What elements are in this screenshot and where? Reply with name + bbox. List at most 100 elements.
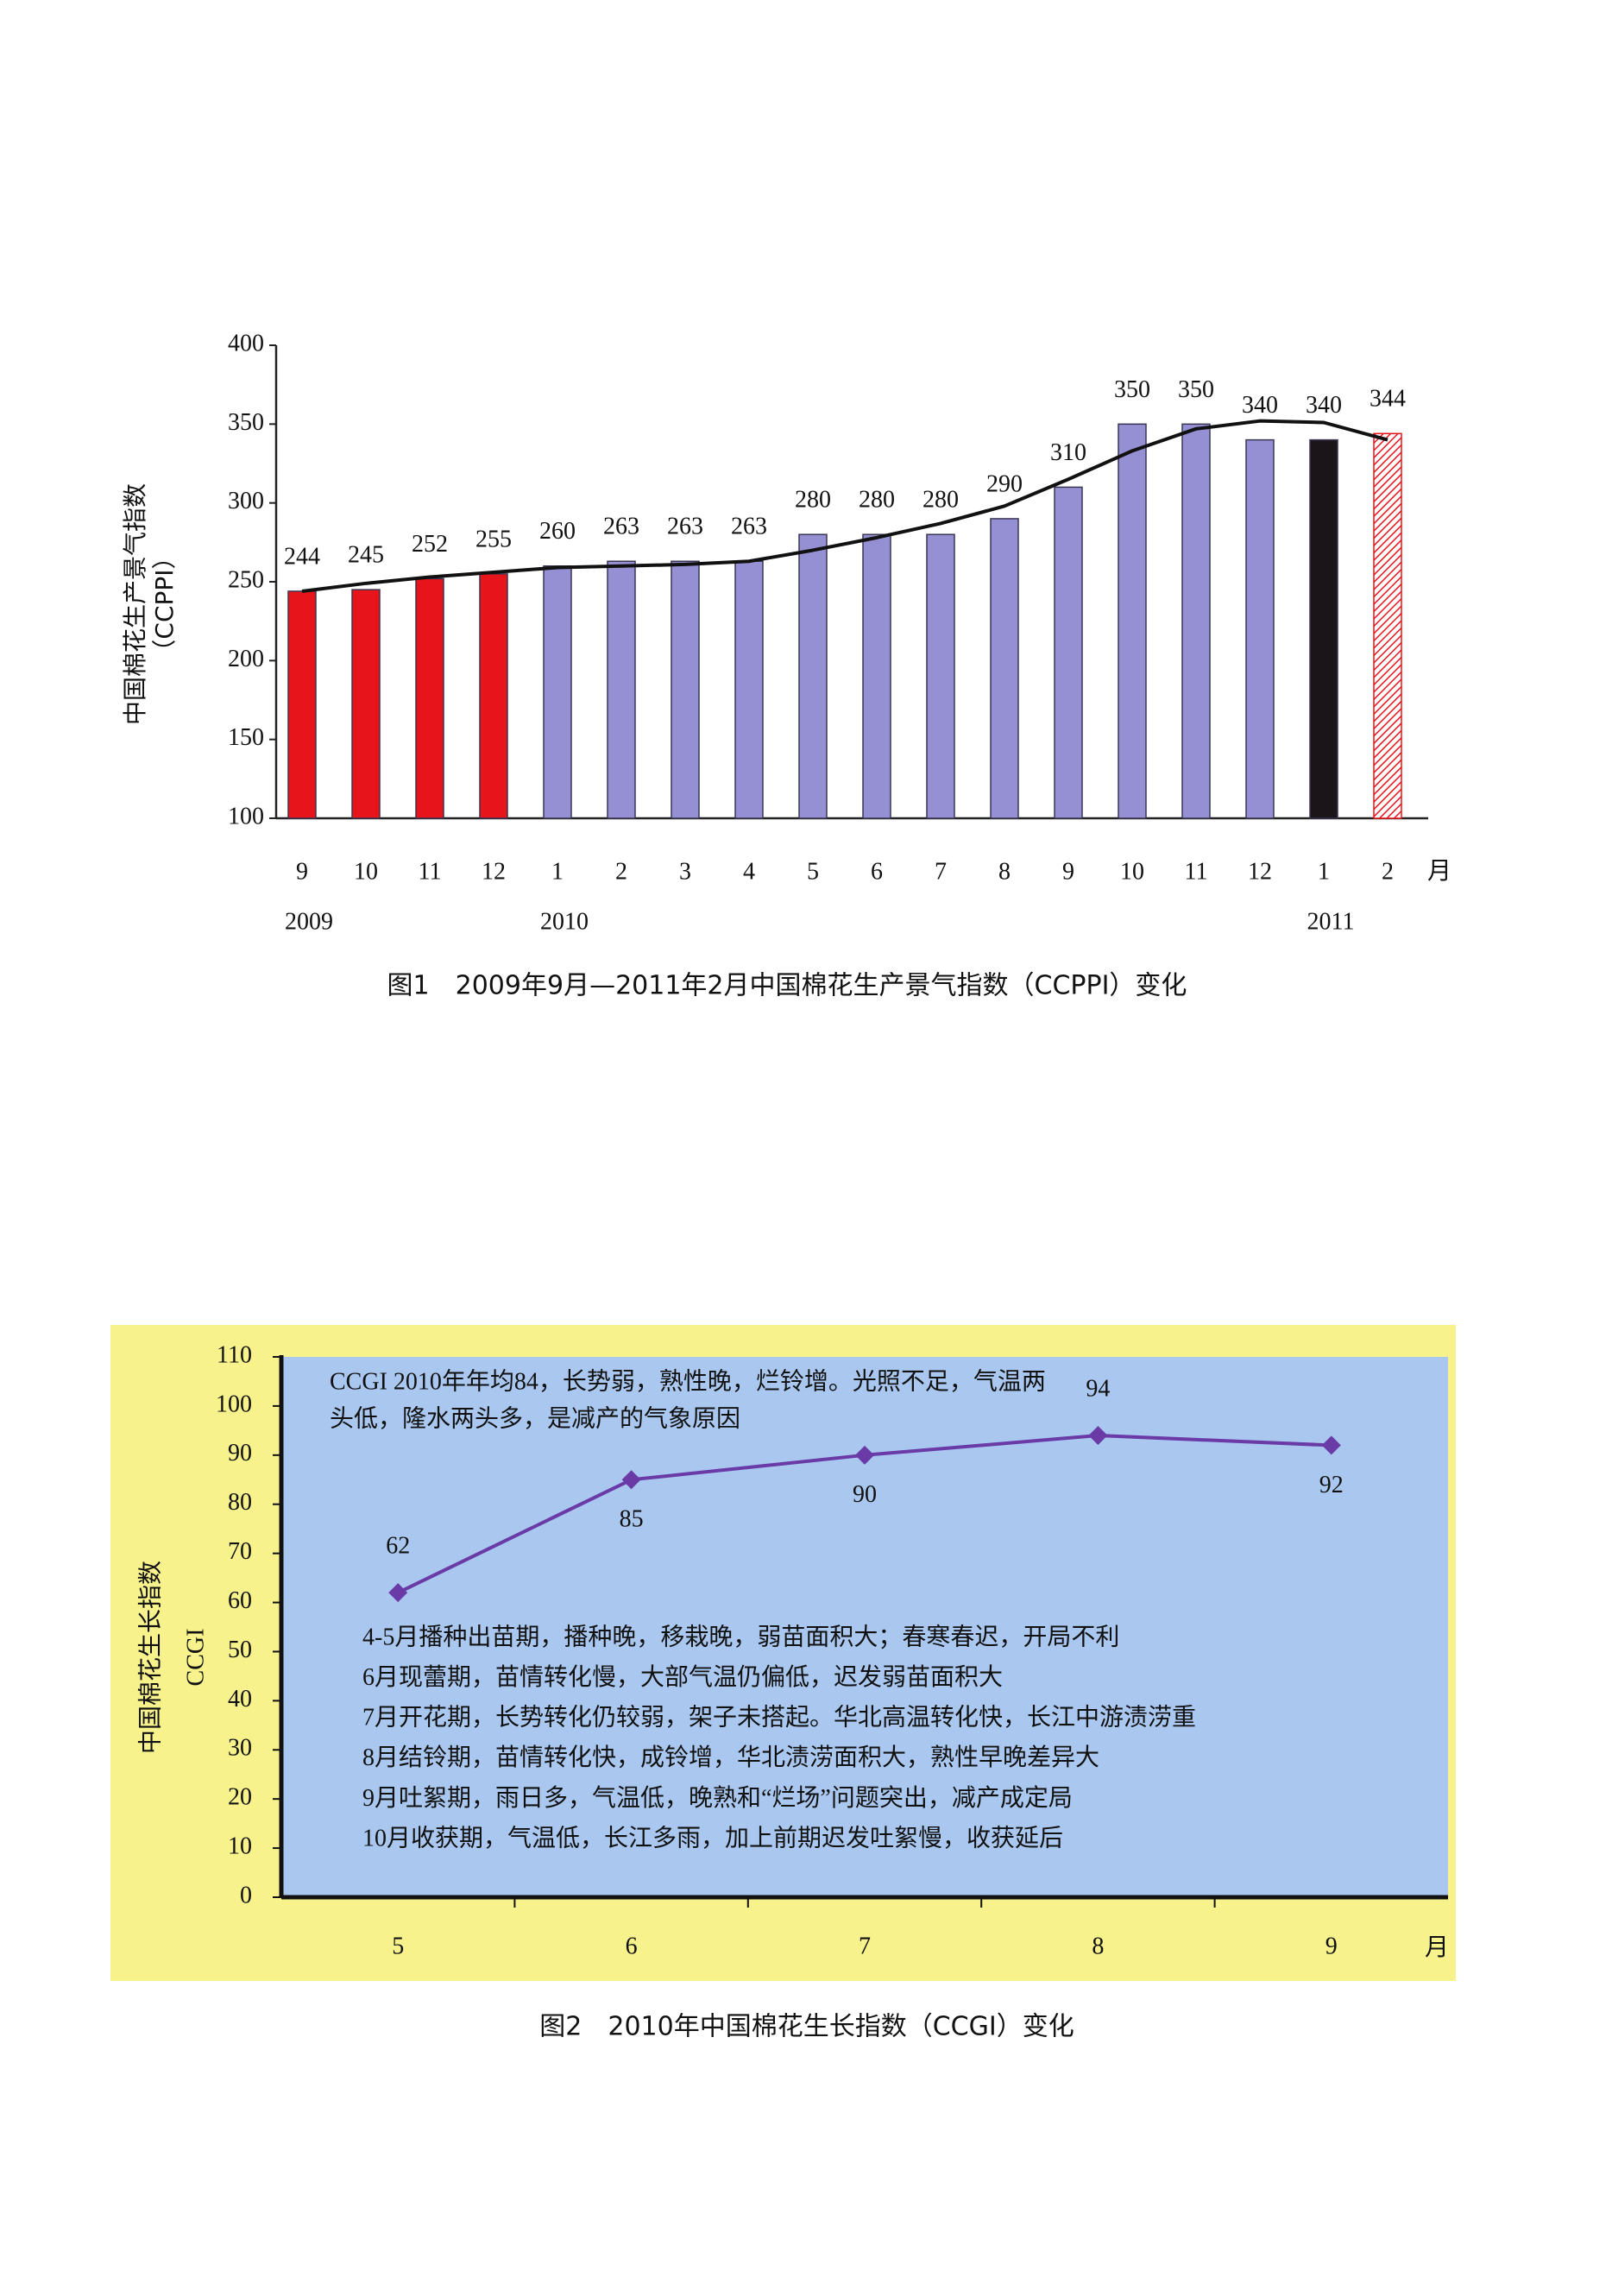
x-tick-label: 6 [626,1933,638,1959]
value-label: 252 [412,531,448,558]
value-label: 263 [667,514,703,540]
note: 7月开花期，长势转化仍较弱，架子未搭起。华北高温转化快，长江中游渍涝重 [362,1704,1196,1731]
x-tick-label: 12 [1248,858,1272,885]
y-tick-label: 300 [228,488,264,514]
x-unit: 月 [1425,1933,1449,1961]
bar [479,573,508,819]
value-label: 260 [539,518,576,545]
y-axis-label: 中国棉花生产景气指数 [121,483,149,725]
value-label: 244 [284,543,320,570]
value-label: 85 [620,1506,644,1533]
value-label: 92 [1319,1472,1344,1498]
y-tick-label: 250 [228,566,264,593]
bar [1054,486,1083,819]
y-tick-label: 30 [228,1735,252,1762]
x-unit: 月 [1427,856,1451,885]
value-label: 90 [853,1481,877,1508]
y-tick-label: 20 [228,1784,252,1811]
bar [862,533,891,819]
bar [798,533,828,819]
x-tick-label: 8 [998,858,1011,885]
x-tick-label: 6 [871,858,883,885]
bar [543,565,572,819]
y-tick-label: 80 [228,1489,252,1516]
y-tick-label: 10 [228,1833,252,1860]
x-tick-label: 10 [1120,858,1144,885]
bar [1245,438,1275,819]
note: 10月收获期，气温低，长江多雨，加上前期迟发吐絮慢，收获延后 [362,1824,1063,1851]
y-tick-label: 100 [216,1391,252,1417]
value-label: 94 [1086,1375,1110,1402]
value-label: 310 [1050,439,1086,466]
y-tick-label: 40 [228,1686,252,1713]
year-label: 2011 [1307,908,1355,935]
y-tick-label: 350 [228,409,264,436]
x-tick-label: 5 [807,858,819,885]
value-label: 263 [603,514,639,540]
caption: 图1 2009年9月—2011年2月中国棉花生产景气指数（CCPPI）变化 [387,971,1187,1001]
bar [607,560,636,819]
point [1088,1426,1108,1446]
x-tick-label: 4 [743,858,755,885]
y-tick-label: 90 [228,1440,252,1467]
trend-line [301,419,1388,593]
y-axis-label: （CCPPI） [150,545,179,663]
x-tick-label: 1 [1318,858,1330,885]
x-tick-label: 7 [935,858,947,885]
note: 6月现蕾期，苗情转化慢，大部气温仍偏低，迟发弱苗面积大 [362,1663,1003,1691]
caption: 图2 2010年中国棉花生长指数（CCGI）变化 [539,2012,1074,2042]
value-label: 263 [731,514,767,540]
value-label: 280 [859,487,895,514]
bar [415,577,444,819]
year-label: 2009 [285,908,333,935]
x-tick-label: 10 [354,858,378,885]
y-tick-label: 50 [228,1637,252,1663]
bar [1181,423,1211,819]
value-label: 340 [1306,392,1342,419]
bar [1118,423,1147,819]
x-tick-label: 9 [296,858,308,885]
y-tick-label: 70 [228,1538,252,1565]
value-label: 280 [795,487,831,514]
y-tick-label: 110 [217,1341,252,1368]
value-label: 340 [1242,392,1278,419]
x-tick-label: 11 [419,858,442,885]
x-tick-label: 3 [679,858,691,885]
year-label: 2010 [540,908,589,935]
point [1321,1435,1341,1455]
x-tick-label: 1 [551,858,564,885]
bar [351,589,381,819]
y-axis-label: CCGI [182,1629,209,1687]
bar [734,560,764,819]
x-tick-label: 2 [1382,858,1394,885]
value-label: 280 [922,487,959,514]
y-axis-label: 中国棉花生长指数 [136,1561,164,1754]
x-tick-label: 8 [1092,1933,1104,1959]
note: 9月吐絮期，雨日多，气温低，晚熟和“烂场”问题突出，减产成定局 [362,1784,1073,1812]
point [855,1445,874,1465]
y-tick-label: 400 [228,330,264,356]
bar [671,560,700,819]
bar [990,518,1019,819]
point [621,1470,641,1490]
bar [287,590,317,819]
value-label: 344 [1370,386,1406,413]
y-tick-label: 200 [228,646,264,672]
annotation: CCGI 2010年年均84，长势弱，熟性晚，烂铃增。光照不足，气温两 [330,1367,1046,1395]
x-tick-label: 5 [392,1933,404,1959]
bar [1373,432,1402,819]
bar [926,533,955,819]
point [388,1583,408,1603]
y-tick-label: 60 [228,1587,252,1614]
x-tick-label: 12 [482,858,506,885]
y-tick-label: 150 [228,724,264,751]
value-label: 255 [475,526,512,552]
value-label: 350 [1178,376,1214,403]
annotation: 头低，隆水两头多，是减产的气象原因 [330,1404,740,1432]
value-label: 245 [348,542,384,569]
y-tick-label: 0 [240,1882,252,1908]
value-label: 350 [1114,376,1150,403]
bar [1309,438,1338,819]
